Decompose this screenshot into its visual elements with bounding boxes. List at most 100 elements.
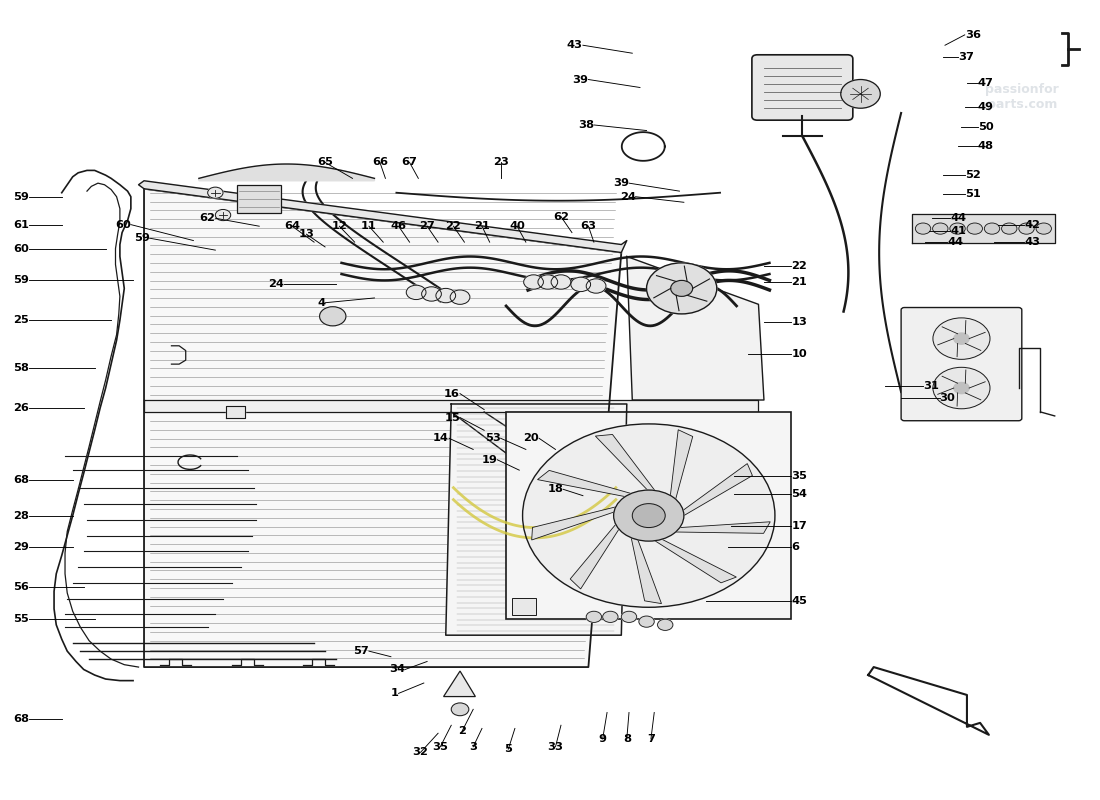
Text: 59: 59 [13,275,29,286]
Text: 11: 11 [361,222,377,231]
Polygon shape [144,400,759,412]
Text: 66: 66 [372,158,388,167]
Polygon shape [868,667,989,735]
Polygon shape [912,214,1055,243]
Circle shape [984,223,1000,234]
Circle shape [915,223,931,234]
Circle shape [538,275,558,289]
Circle shape [639,616,654,627]
Text: 53: 53 [485,434,501,443]
Circle shape [1036,223,1052,234]
Circle shape [421,286,441,301]
Circle shape [954,333,969,344]
Polygon shape [595,434,654,490]
Text: 33: 33 [548,742,563,752]
Polygon shape [631,538,661,604]
Text: 21: 21 [791,277,807,287]
Text: 39: 39 [572,74,588,85]
Text: 65: 65 [317,158,333,167]
Text: 31: 31 [923,381,939,390]
Text: 43: 43 [1024,237,1040,247]
Text: 9: 9 [598,734,607,744]
Text: 50: 50 [978,122,993,132]
Text: 51: 51 [965,190,980,199]
Circle shape [933,223,948,234]
Circle shape [632,504,666,527]
Text: 59: 59 [133,233,150,243]
Circle shape [1002,223,1016,234]
Text: 36: 36 [965,30,981,40]
Text: 68: 68 [13,714,29,724]
Text: 28: 28 [13,510,29,521]
Text: 60: 60 [116,220,131,230]
Text: 1: 1 [390,688,398,698]
Polygon shape [227,406,245,418]
Text: 24: 24 [268,279,285,290]
Polygon shape [675,522,770,534]
Text: 57: 57 [353,646,369,656]
Text: 8: 8 [623,734,630,744]
Text: 22: 22 [791,261,807,271]
FancyBboxPatch shape [238,185,282,214]
Text: 49: 49 [978,102,994,112]
Text: 29: 29 [13,542,29,553]
Text: 45: 45 [791,596,807,606]
Circle shape [933,367,990,409]
Text: 27: 27 [419,222,435,231]
Text: 58: 58 [13,363,29,373]
Text: 52: 52 [965,170,980,180]
Text: 63: 63 [581,222,596,231]
Circle shape [208,187,223,198]
Circle shape [621,611,637,622]
Text: 18: 18 [548,484,563,494]
Circle shape [320,306,345,326]
Text: 19: 19 [482,454,497,465]
Circle shape [436,288,455,302]
Text: 35: 35 [432,742,448,752]
Text: 64: 64 [284,222,300,231]
Text: 40: 40 [509,222,525,231]
Circle shape [671,281,693,296]
Text: 24: 24 [619,192,636,202]
Text: 10: 10 [791,349,807,358]
Text: 6: 6 [791,542,800,553]
Text: 26: 26 [13,403,29,413]
Text: 60: 60 [13,243,29,254]
Text: 62: 62 [553,212,569,222]
Circle shape [967,223,982,234]
Circle shape [933,318,990,359]
Polygon shape [446,404,627,635]
Polygon shape [144,189,621,667]
Polygon shape [531,507,616,540]
Circle shape [571,278,591,291]
Text: 7: 7 [647,734,654,744]
Text: 41: 41 [950,226,967,236]
Polygon shape [199,164,374,181]
Text: 20: 20 [524,434,539,443]
Text: 43: 43 [566,40,583,50]
Circle shape [1019,223,1034,234]
Text: 14: 14 [433,434,449,443]
Text: passionforparts.com: passionforparts.com [251,518,454,600]
Text: 32: 32 [412,747,429,758]
Text: 44: 44 [950,214,967,223]
Text: 46: 46 [390,222,407,231]
Circle shape [586,611,602,622]
Polygon shape [570,524,619,589]
Text: 55: 55 [13,614,29,624]
Text: 67: 67 [402,158,418,167]
Text: 12: 12 [331,222,348,231]
Polygon shape [443,671,475,697]
Circle shape [647,263,717,314]
Text: 38: 38 [578,120,594,130]
Polygon shape [627,257,764,400]
Polygon shape [670,430,693,499]
Circle shape [658,619,673,630]
Text: passionfor
parts.com: passionfor parts.com [984,83,1058,111]
Text: 48: 48 [978,142,994,151]
Circle shape [522,424,774,607]
Circle shape [216,210,231,221]
Polygon shape [683,463,752,515]
Text: 62: 62 [199,214,216,223]
Text: 23: 23 [493,158,508,167]
